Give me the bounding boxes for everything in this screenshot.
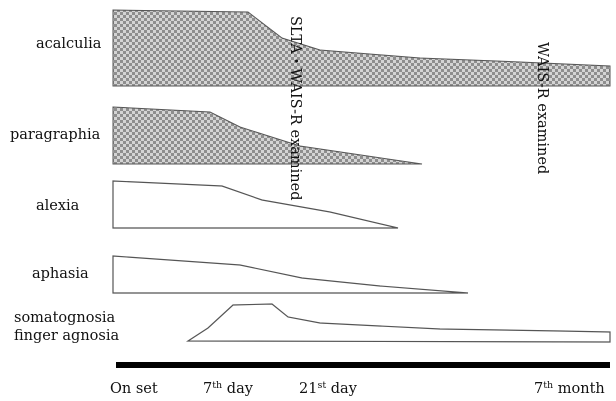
tick-label-21st-day: 21st day bbox=[299, 380, 358, 397]
tick-label-7th-day: 7th day bbox=[203, 380, 254, 397]
annotation-slta-wais-r-examined: SLTA・WAIS-R examined bbox=[287, 16, 303, 201]
paragraphia-band bbox=[112, 106, 423, 165]
row-label-acalculia: acalculia bbox=[36, 36, 102, 52]
row-label-alexia: alexia bbox=[36, 198, 80, 214]
row-label-finger-agnosia: finger agnosia bbox=[14, 328, 119, 344]
tick-label-7th-month: 7th month bbox=[534, 380, 605, 397]
tick-label-onset: On set bbox=[110, 381, 158, 397]
row-label-somatognosia: somatognosia bbox=[14, 310, 116, 326]
somatognosia-band bbox=[185, 303, 611, 343]
annotation-wais-r-examined: WAIS-R examined bbox=[534, 42, 550, 174]
row-label-aphasia: aphasia bbox=[32, 266, 89, 282]
acalculia-band bbox=[112, 9, 611, 87]
aphasia-band bbox=[112, 255, 469, 294]
timeline-axis-bar bbox=[116, 362, 610, 368]
alexia-band bbox=[112, 180, 399, 229]
row-label-paragraphia: paragraphia bbox=[10, 127, 101, 143]
